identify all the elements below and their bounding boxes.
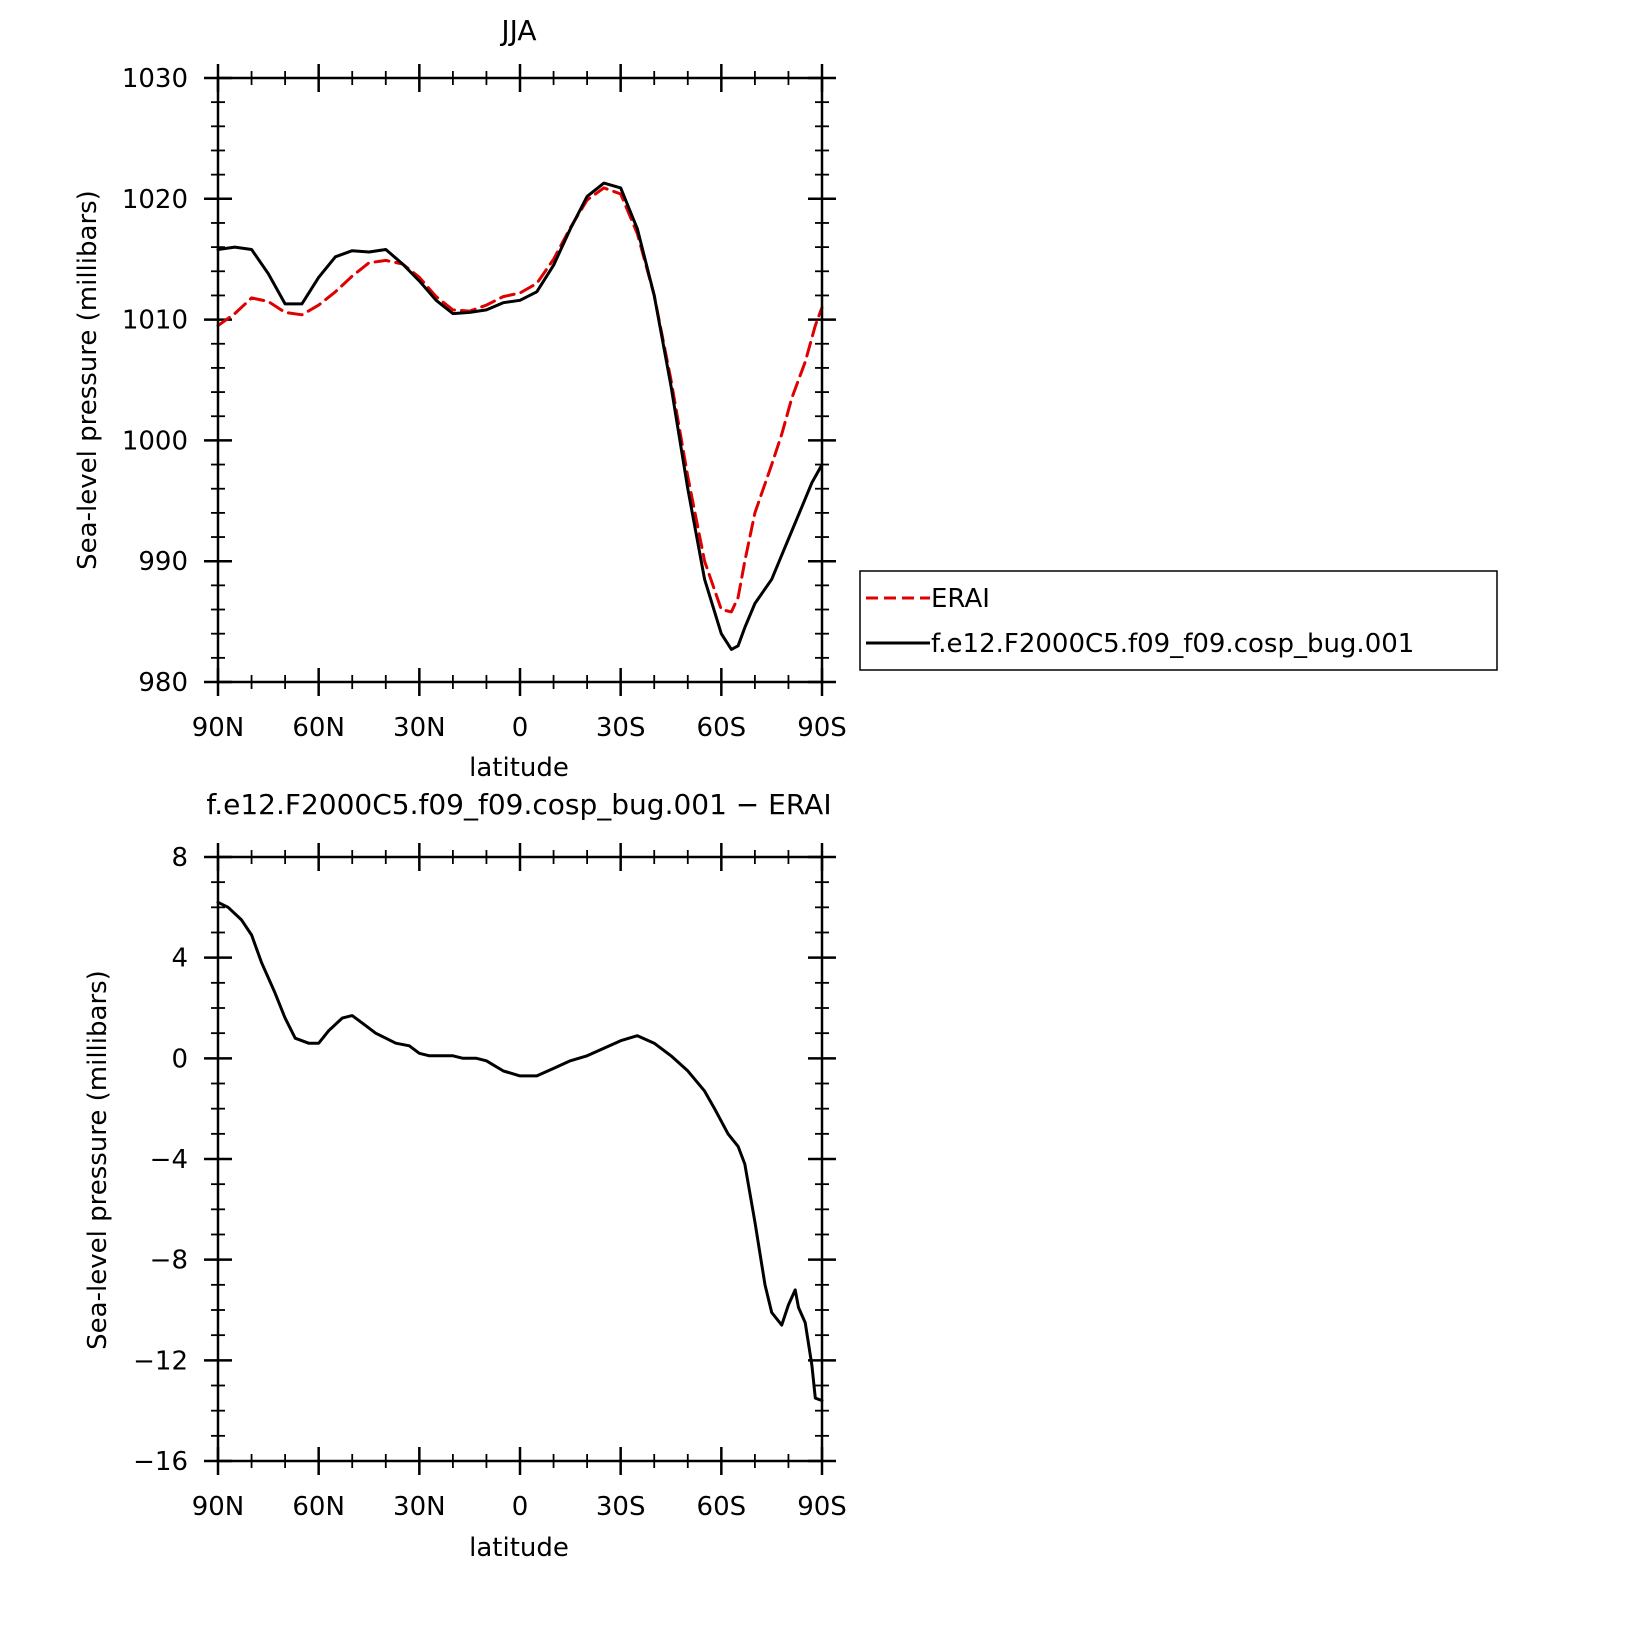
bottom-x-tick-label: 90S: [797, 1492, 847, 1522]
bottom-y-tick-label: −4: [150, 1145, 188, 1175]
top-x-tick-label: 60S: [697, 713, 747, 743]
legend-label-erai: ERAI: [931, 584, 990, 614]
top-y-tick-label: 1010: [122, 306, 188, 336]
bottom-tick-labels: 90N 60N 30N 0 30S 60S 90S 8 4 0 −4 −8 −12 −16: [133, 843, 847, 1522]
top-panel: JJA 90N 60N 30N 0 30S 60S 90S10301020101010009…: [73, 14, 847, 783]
top-series-line-2: [216, 181, 824, 651]
bottom-y-tick-label: 8: [171, 843, 188, 873]
legend: ERAI f.e12.F2000C5.f09_f09.cosp_bug.001: [859, 570, 1498, 671]
top-y-tick-label: 1030: [122, 64, 188, 94]
top-x-tick-label: 90S: [797, 713, 847, 743]
bottom-y-tick-label: −8: [150, 1246, 188, 1276]
legend-box: [859, 570, 1498, 671]
bottom-x-tick-label: 30S: [596, 1492, 646, 1522]
top-y-tick-label: 1020: [122, 185, 188, 215]
top-x-tick-label: 30N: [393, 713, 446, 743]
bottom-chart-title: f.e12.F2000C5.f09_f09.cosp_bug.001 − ERA…: [206, 788, 831, 821]
top-tick-labels: 90N 60N 30N 0 30S 60S 90S 1030 1020 1010 1000 990 98…: [122, 64, 847, 743]
top-x-tick-label: 30S: [596, 713, 646, 743]
top-y-tick-label: 980: [138, 668, 188, 698]
bottom-x-tick-label: 0: [512, 1492, 529, 1522]
top-x-tick-label: 90N: [192, 713, 245, 743]
bottom-panel: f.e12.F2000C5.f09_f09.cosp_bug.001 − ERA…: [83, 788, 847, 1563]
top-ticks: [204, 64, 836, 696]
top-chart-title: JJA: [499, 14, 536, 47]
bottom-y-axis-label: Sea-level pressure (millibars): [83, 970, 113, 1350]
top-x-tick-label: 60N: [292, 713, 345, 743]
top-plot-frame: [216, 76, 824, 684]
bottom-y-tick-label: −16: [133, 1447, 188, 1477]
top-y-axis-label: Sea-level pressure (millibars): [73, 190, 103, 570]
bottom-y-tick-label: 0: [171, 1044, 188, 1074]
bottom-plot-frame: [216, 855, 824, 1463]
bottom-ticks: [204, 843, 836, 1475]
legend-label-model: f.e12.F2000C5.f09_f09.cosp_bug.001: [931, 629, 1414, 659]
top-x-tick-label: 0: [512, 713, 529, 743]
top-y-tick-label: 1000: [122, 426, 188, 456]
top-y-tick-label: 990: [138, 547, 188, 577]
bottom-y-tick-label: 4: [171, 944, 188, 974]
top-series-group: [216, 181, 824, 651]
bottom-series-line-1: [216, 900, 824, 1403]
top-series-line-1: [216, 186, 824, 614]
bottom-series-group: [216, 900, 824, 1403]
bottom-x-tick-label: 30N: [393, 1492, 446, 1522]
top-x-axis-label: latitude: [469, 753, 569, 783]
bottom-x-axis-label: latitude: [469, 1533, 569, 1563]
bottom-x-tick-label: 60N: [292, 1492, 345, 1522]
bottom-y-tick-label: −12: [133, 1346, 188, 1376]
bottom-x-tick-label: 90N: [192, 1492, 245, 1522]
bottom-x-tick-label: 60S: [697, 1492, 747, 1522]
